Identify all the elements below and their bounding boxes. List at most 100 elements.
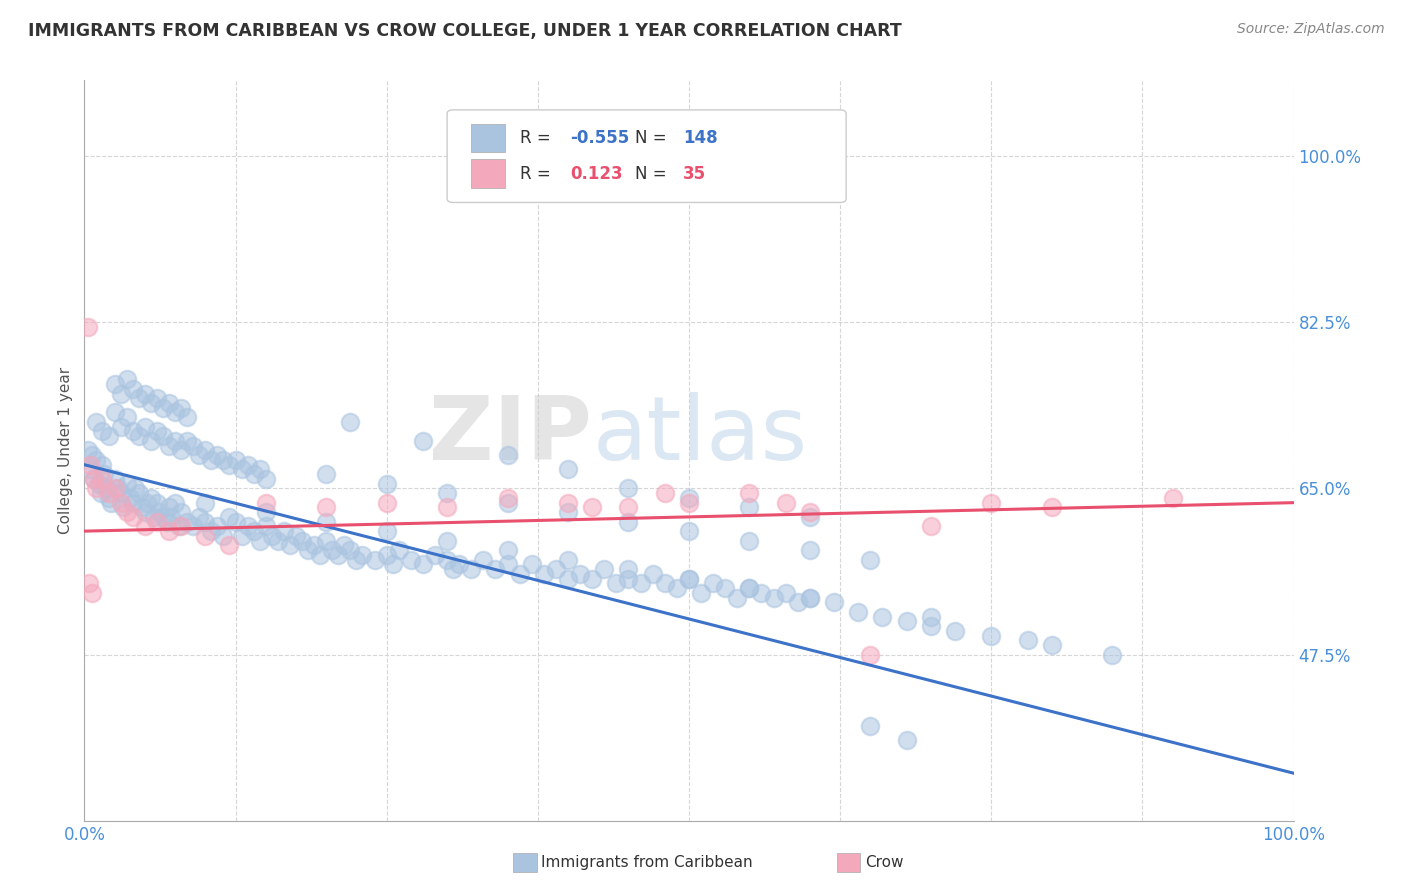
Point <box>775 496 797 510</box>
FancyBboxPatch shape <box>447 110 846 202</box>
Point <box>181 519 204 533</box>
Point <box>678 572 700 586</box>
Point <box>194 443 217 458</box>
Point <box>375 496 398 510</box>
Point <box>388 543 411 558</box>
Point <box>152 429 174 443</box>
Point <box>194 496 217 510</box>
Point <box>115 476 138 491</box>
Point <box>496 543 519 558</box>
Point <box>170 443 193 458</box>
Point <box>484 562 506 576</box>
Point <box>231 462 253 476</box>
Point <box>375 524 398 538</box>
Point <box>104 472 127 486</box>
Point <box>859 552 882 566</box>
Point <box>165 496 187 510</box>
Point <box>762 591 785 605</box>
Point <box>725 591 748 605</box>
Point <box>157 396 180 410</box>
Point <box>207 448 229 462</box>
Point <box>93 467 115 482</box>
Point <box>128 429 150 443</box>
Point <box>1040 638 1063 652</box>
Point <box>104 482 127 496</box>
Point <box>218 509 240 524</box>
Point <box>557 572 579 586</box>
Text: R =: R = <box>520 164 561 183</box>
Point <box>920 619 942 633</box>
Point <box>249 533 271 548</box>
Point <box>557 496 579 510</box>
Point <box>91 472 114 486</box>
Point <box>87 476 110 491</box>
Point <box>165 405 187 419</box>
Point <box>460 562 482 576</box>
Text: Source: ZipAtlas.com: Source: ZipAtlas.com <box>1237 22 1385 37</box>
Point <box>738 533 761 548</box>
Point <box>315 500 337 515</box>
Point <box>943 624 966 638</box>
Point <box>509 566 531 581</box>
Point <box>896 615 918 629</box>
Point <box>110 419 132 434</box>
Point <box>449 558 471 572</box>
Point <box>412 558 434 572</box>
Point <box>181 439 204 453</box>
Point <box>200 524 222 538</box>
Point <box>120 491 142 505</box>
Point <box>278 538 301 552</box>
Text: Crow: Crow <box>865 855 903 870</box>
Point <box>176 410 198 425</box>
Point <box>139 396 162 410</box>
Point <box>352 548 374 562</box>
Point <box>920 519 942 533</box>
Point <box>79 462 101 476</box>
Point <box>678 524 700 538</box>
Point <box>605 576 627 591</box>
Point <box>593 562 616 576</box>
Point <box>980 629 1002 643</box>
Point <box>83 472 105 486</box>
Point <box>146 425 169 439</box>
Point <box>80 586 103 600</box>
Point <box>569 566 592 581</box>
Point <box>896 733 918 747</box>
Point <box>738 581 761 595</box>
Point <box>121 509 143 524</box>
Point <box>714 581 737 595</box>
Point <box>134 386 156 401</box>
Point <box>77 320 100 334</box>
Point <box>254 505 277 519</box>
Text: atlas: atlas <box>592 392 807 479</box>
Text: N =: N = <box>634 129 672 147</box>
Point <box>859 648 882 662</box>
Point <box>236 519 259 533</box>
Point <box>799 509 821 524</box>
Point <box>91 458 114 472</box>
Point <box>77 443 100 458</box>
Point <box>920 609 942 624</box>
Point <box>267 533 290 548</box>
Point <box>799 591 821 605</box>
Point <box>86 453 108 467</box>
Point <box>557 505 579 519</box>
Point <box>291 533 314 548</box>
Point <box>846 605 869 619</box>
Point <box>872 609 894 624</box>
Point <box>630 576 652 591</box>
Point <box>665 581 688 595</box>
Point <box>297 543 319 558</box>
Point <box>231 529 253 543</box>
Point <box>702 576 724 591</box>
Point <box>94 482 117 496</box>
Point <box>115 372 138 386</box>
Point <box>131 500 153 515</box>
Point <box>97 429 120 443</box>
Point <box>90 486 112 500</box>
Point <box>302 538 325 552</box>
Point <box>1101 648 1123 662</box>
Point <box>328 548 350 562</box>
Point <box>115 505 138 519</box>
Point <box>799 505 821 519</box>
